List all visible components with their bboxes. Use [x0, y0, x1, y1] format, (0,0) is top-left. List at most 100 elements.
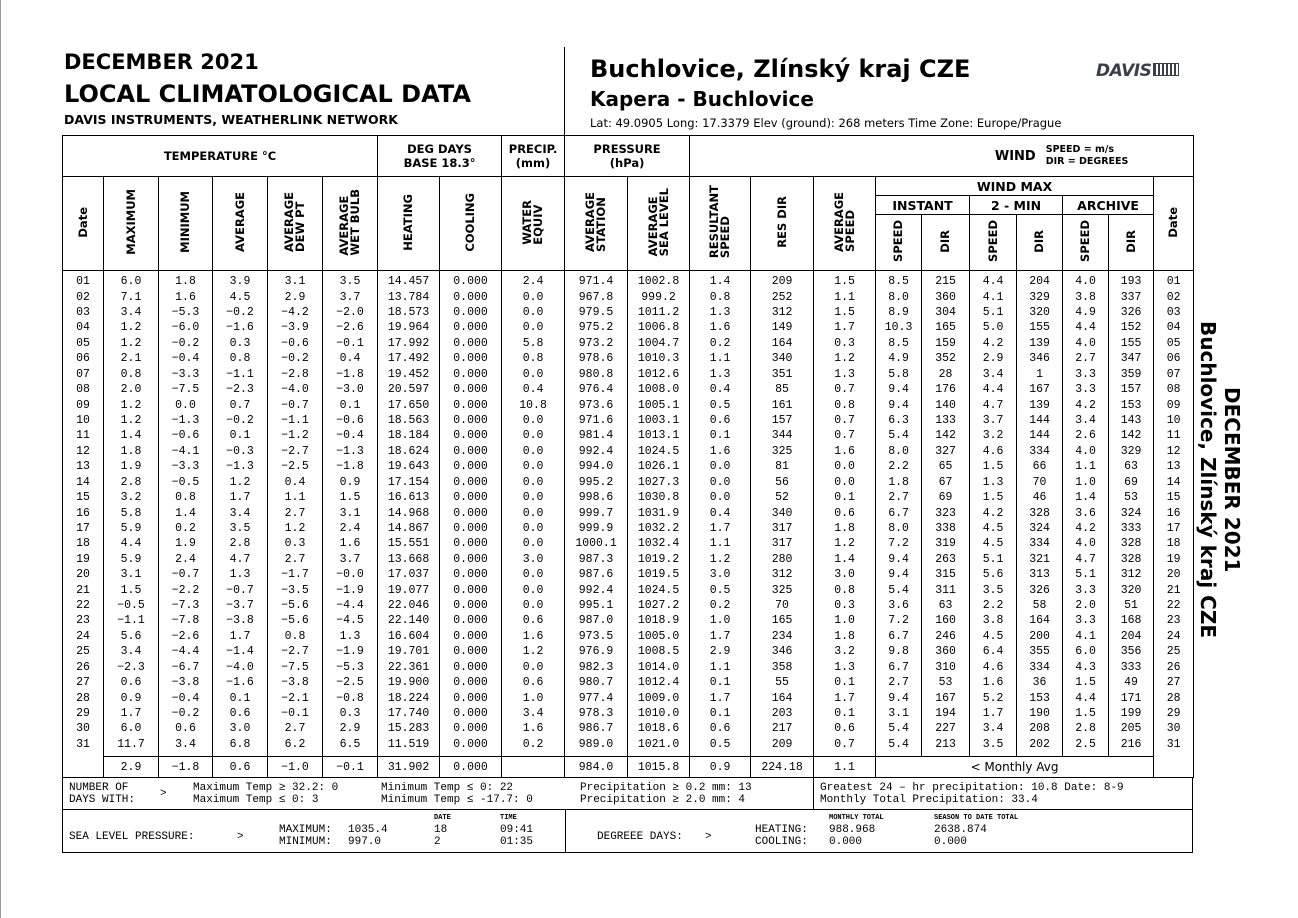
- cell-avg-temp: 0.3: [212, 335, 268, 352]
- cell-cooling: 0.000: [439, 659, 503, 675]
- cell-water-equiv: 0.0: [501, 567, 566, 583]
- cell-archive-dir: 199: [1108, 705, 1155, 722]
- cell-avg-station: 973.5: [564, 628, 629, 645]
- cell-avg-station: 973.2: [564, 335, 629, 352]
- cell-water-equiv: 1.2: [501, 644, 566, 660]
- cell-instant-dir: 215: [921, 274, 971, 290]
- side-month: DECEMBER 2021: [1220, 387, 1244, 573]
- daily-rows: 01 6.0 1.8 3.9 3.1 3.5 14.457 0.000 2.4 971.4 1002…: [62, 270, 1195, 779]
- cell-2min-dir: 204: [1016, 274, 1064, 290]
- cell-instant-speed: 7.2: [875, 536, 923, 552]
- cell-cooling: 0.000: [439, 721, 503, 737]
- col-max-temp-label: MAXIMUM: [123, 189, 138, 255]
- cell-max-temp: 2.8: [103, 474, 159, 490]
- table-row: 15 3.2 0.8 1.7 1.1 1.5 16.613 0.000 0.0 998.6 1030…: [62, 489, 1195, 506]
- cell-cooling: 0.000: [439, 505, 503, 521]
- cell-2min-dir: 70: [1016, 474, 1064, 490]
- cell-archive-dir: 143: [1108, 412, 1155, 429]
- cell-avg-speed: 1.5: [813, 274, 877, 290]
- cell-res-dir: 81: [750, 459, 815, 475]
- cell-avg-dew: 2.7: [267, 505, 323, 521]
- cell-2min-dir: 329: [1016, 289, 1064, 305]
- col-avg-dew: AVERAGE DEW PT: [267, 176, 323, 271]
- col-resultant-speed: RESULTANT SPEED: [689, 176, 752, 271]
- cell-avg-speed: 1.7: [813, 690, 877, 706]
- col-avg-temp: AVERAGE: [212, 176, 268, 271]
- cell-res-dir: 209: [750, 736, 815, 757]
- cell-min-temp: −2.2: [158, 582, 213, 598]
- cell-date: 27: [62, 674, 104, 691]
- cell-cooling: 0.000: [439, 597, 503, 614]
- cell-min-temp: −0.5: [158, 474, 213, 490]
- cell-archive-dir: 328: [1108, 536, 1155, 552]
- cell-avg-wetbulb: −0.6: [321, 412, 379, 429]
- cell-instant-speed: 3.6: [875, 597, 923, 614]
- col-dir-label: DIR: [1032, 229, 1047, 253]
- cell-avg-sea-level: 1032.4: [627, 536, 691, 552]
- cell-avg-wetbulb: −1.9: [321, 582, 379, 598]
- cell-heating: 13.784: [377, 289, 441, 305]
- cell-res-dir: 252: [750, 289, 815, 305]
- cell-date: 08: [62, 381, 104, 398]
- cell-resultant-speed: 2.9: [689, 644, 752, 660]
- cell-instant-speed: 9.8: [875, 644, 923, 660]
- cell-avg-speed: 1.5: [813, 304, 877, 321]
- cell-res-dir: 340: [750, 351, 815, 367]
- cell-avg-speed: 0.1: [813, 705, 877, 722]
- cell-archive-dir: 337: [1108, 289, 1155, 305]
- cell-max-temp: 0.9: [103, 690, 159, 706]
- cell-avg-station: 989.0: [564, 736, 629, 757]
- cell-avg-sea-level: 1009.0: [627, 690, 691, 706]
- cell-archive-speed: 4.4: [1062, 690, 1110, 706]
- cell-heating: 19.964: [377, 320, 441, 336]
- avg-avg-wetbulb: −0.1: [321, 756, 379, 779]
- table-row: 29 1.7 −0.2 0.6 −0.1 0.3 17.740 0.000 3.4 978.3 10…: [62, 705, 1195, 722]
- cell-instant-dir: 360: [921, 644, 971, 660]
- cell-archive-dir: 157: [1108, 381, 1155, 398]
- cell-instant-dir: 213: [921, 736, 971, 757]
- cell-2min-speed: 4.4: [969, 381, 1018, 398]
- cell-water-equiv: 0.0: [501, 428, 566, 444]
- cell-cooling: 0.000: [439, 289, 503, 305]
- col-date-right: Date: [1153, 176, 1195, 271]
- cell-instant-speed: 8.0: [875, 289, 923, 305]
- cell-min-temp: −3.8: [158, 674, 213, 691]
- precip-group-header: PRECIP. (mm): [501, 135, 566, 177]
- cell-archive-speed: 1.5: [1062, 674, 1110, 691]
- cell-resultant-speed: 1.0: [689, 613, 752, 629]
- cell-avg-wetbulb: 0.9: [321, 474, 379, 490]
- col-date: Date: [62, 176, 104, 271]
- cell-min-temp: −0.6: [158, 428, 213, 444]
- pressure-degree-section: SEA LEVEL PRESSURE: > MAXIMUM: MINIMUM: …: [62, 810, 1193, 853]
- cell-min-temp: −7.5: [158, 381, 213, 398]
- cell-res-dir: 56: [750, 474, 815, 490]
- cell-date: 20: [62, 567, 104, 583]
- cell-avg-dew: 1.2: [267, 520, 323, 537]
- cell-max-temp: 1.2: [103, 412, 159, 429]
- cell-avg-dew: −0.7: [267, 397, 323, 413]
- cell-max-temp: 11.7: [103, 736, 159, 757]
- cell-2min-dir: 326: [1016, 582, 1064, 598]
- cell-avg-wetbulb: 0.1: [321, 397, 379, 413]
- max-temp-ge: Maximum Temp ≥ 32.2: 0: [193, 782, 339, 794]
- cell-instant-dir: 28: [921, 366, 971, 382]
- cell-max-temp: 3.2: [103, 489, 159, 506]
- cell-res-dir: 165: [750, 613, 815, 629]
- cell-date: 14: [62, 474, 104, 490]
- cell-avg-station: 992.4: [564, 582, 629, 598]
- cell-avg-speed: 0.7: [813, 381, 877, 398]
- table-row: 12 1.8 −4.1 −0.3 −2.7 −1.3 18.624 0.000 0.0 992.4…: [62, 443, 1195, 460]
- cell-date-right: 04: [1153, 320, 1195, 336]
- cell-instant-dir: 63: [921, 597, 971, 614]
- cell-max-temp: −1.1: [103, 613, 159, 629]
- cell-cooling: 0.000: [439, 320, 503, 336]
- cell-min-temp: −4.1: [158, 443, 213, 460]
- cell-avg-station: 999.7: [564, 505, 629, 521]
- cell-2min-dir: 334: [1016, 659, 1064, 675]
- table-row: 17 5.9 0.2 3.5 1.2 2.4 14.867 0.000 0.0 999.9 1032…: [62, 520, 1195, 537]
- cell-instant-dir: 304: [921, 304, 971, 321]
- cell-max-temp: 3.4: [103, 304, 159, 321]
- cell-date-right: 22: [1153, 597, 1195, 614]
- cell-date-right: 25: [1153, 644, 1195, 660]
- avg-resultant-speed: 0.9: [689, 756, 752, 779]
